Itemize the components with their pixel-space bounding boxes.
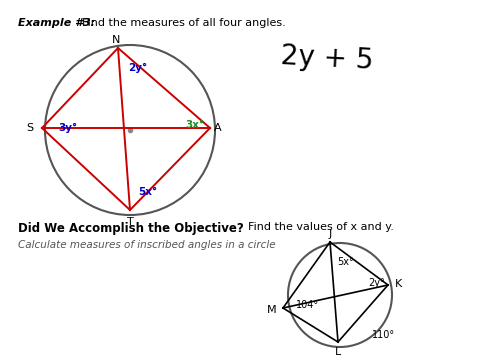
Text: S: S	[26, 123, 34, 133]
Text: Find the measures of all four angles.: Find the measures of all four angles.	[82, 18, 286, 28]
Text: N: N	[112, 35, 120, 45]
Text: Did We Accomplish the Objective?: Did We Accomplish the Objective?	[18, 222, 244, 235]
Text: 110°: 110°	[372, 330, 395, 340]
Text: A: A	[214, 123, 222, 133]
Text: 5x°: 5x°	[337, 257, 354, 267]
Text: T: T	[127, 217, 133, 227]
Text: 104°: 104°	[296, 300, 319, 310]
Text: M: M	[267, 305, 277, 315]
Text: 2y°: 2y°	[368, 278, 385, 288]
Text: 3y°: 3y°	[58, 123, 77, 133]
Text: K: K	[395, 279, 402, 289]
Text: Example #3:: Example #3:	[18, 18, 95, 28]
Text: 2y + 5: 2y + 5	[280, 42, 374, 75]
Text: J: J	[328, 229, 332, 239]
Text: Calculate measures of inscribed angles in a circle: Calculate measures of inscribed angles i…	[18, 240, 276, 250]
Text: 5x°: 5x°	[138, 187, 157, 197]
Text: Find the values of x and y.: Find the values of x and y.	[248, 222, 394, 232]
Text: 3x°: 3x°	[185, 120, 204, 130]
Text: L: L	[335, 347, 341, 357]
Text: 2y°: 2y°	[128, 63, 147, 73]
